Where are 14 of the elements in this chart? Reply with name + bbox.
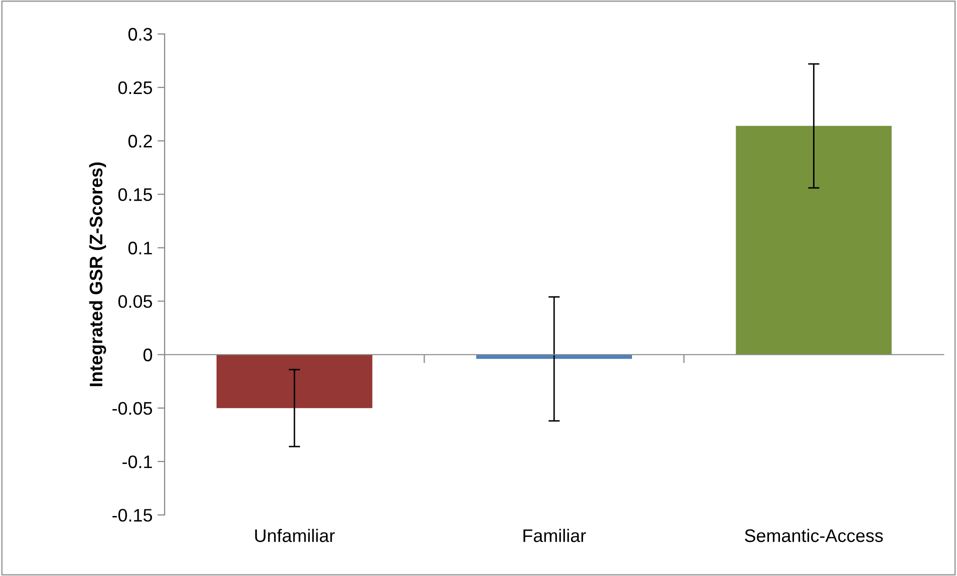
y-tick-label: -0.1 (122, 455, 152, 468)
y-tick-label: 0 (143, 348, 152, 362)
y-axis-title: Integrated GSR (Z-Scores) (89, 162, 106, 386)
y-tick-label: 0.25 (118, 81, 152, 94)
x-tick-label: Familiar (523, 528, 586, 542)
y-tick-label: 0.2 (128, 134, 152, 148)
y-tick-label: 0.15 (118, 188, 152, 202)
y-tick-label: 0.1 (128, 242, 152, 254)
y-tick-label: 0.05 (118, 295, 152, 308)
y-tick-label: -0.05 (112, 402, 152, 415)
x-tick-label: Unfamiliar (255, 528, 335, 542)
y-tick-label: -0.15 (112, 508, 152, 522)
y-tick-label: 0.3 (128, 28, 152, 41)
x-tick-label: Semantic-Access (744, 528, 883, 542)
